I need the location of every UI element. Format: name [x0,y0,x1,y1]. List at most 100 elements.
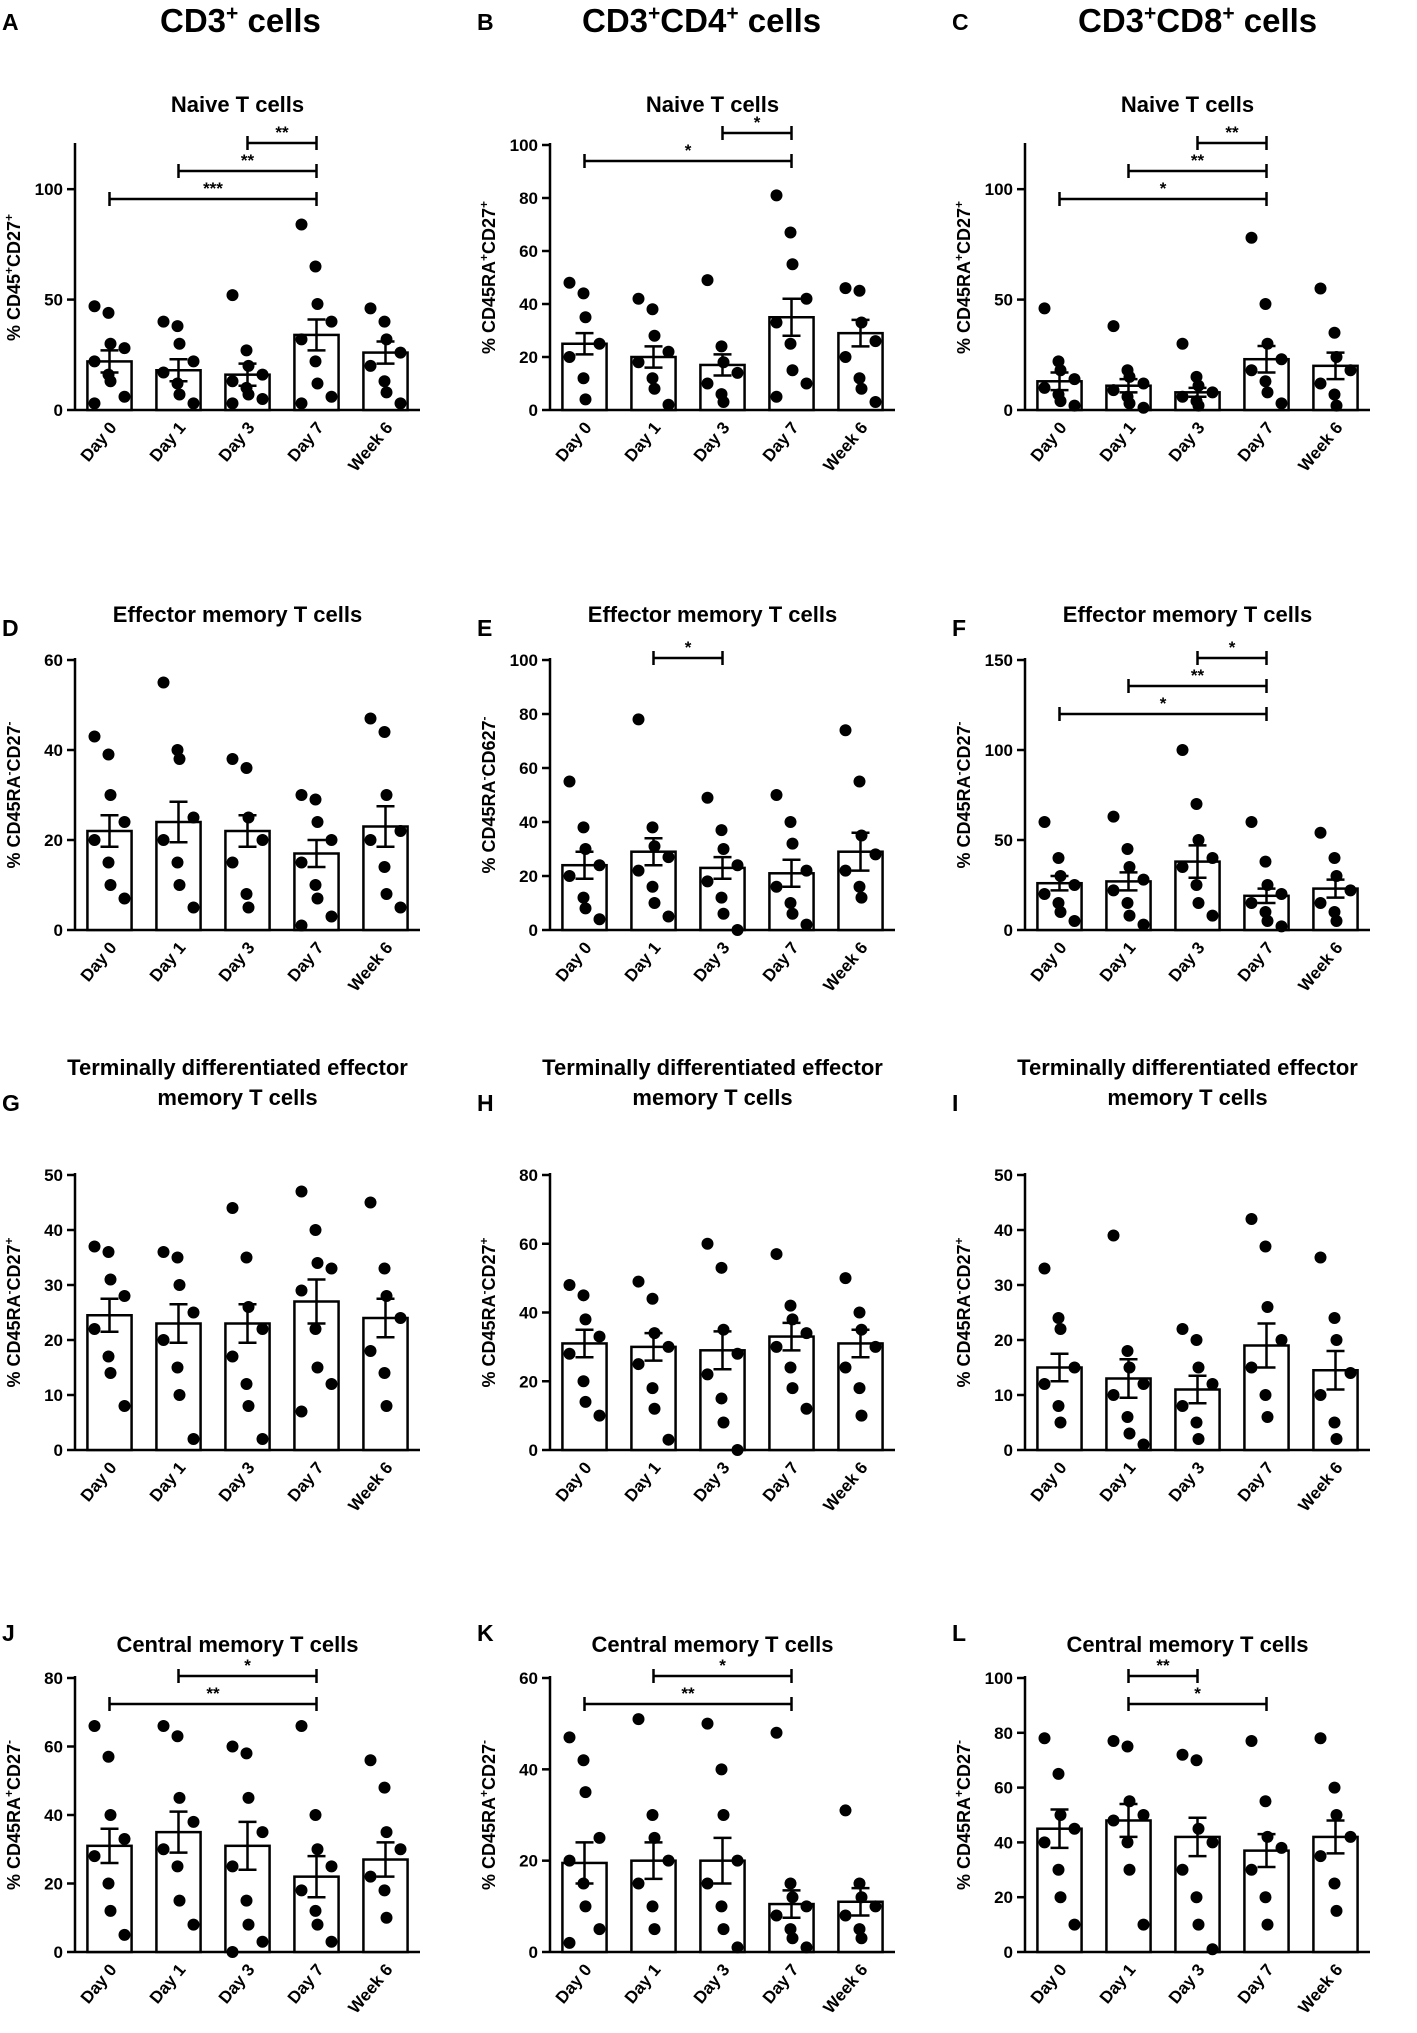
data-point [380,789,393,801]
x-tick-label: Day 3 [690,418,734,465]
y-tick-label: 20 [519,867,538,886]
panel-d-chart: D Effector memory T cells 0 20 40 60 % CD45RA-… [2,602,420,995]
sig-label: * [244,1656,251,1675]
data-point [1190,1416,1203,1429]
data-point [1330,399,1343,412]
data-point [1107,884,1120,897]
data-point [242,1791,255,1804]
data-point [1121,897,1134,909]
data-point [104,337,117,350]
y-tick-label: 80 [994,1724,1013,1743]
data-point [1038,1378,1051,1390]
data-point [593,913,606,926]
data-point [717,1923,730,1936]
sig-label: * [719,1656,726,1675]
data-point [1054,395,1067,408]
data-point [1261,1918,1274,1931]
data-point [1275,353,1288,366]
x-tick-label: Week 6 [345,418,397,475]
data-point [157,1334,170,1346]
y-axis-label: % CD45RA-CD27- [952,721,974,868]
x-tick-label: Day 3 [1165,1458,1209,1505]
sig-label: ** [206,1684,220,1703]
data-point [1344,884,1357,897]
data-point [853,880,866,893]
data-point [855,1409,868,1422]
x-tick-label: Day 3 [1165,938,1209,985]
y-tick-label: 40 [44,741,63,760]
data-point [731,859,744,872]
data-point [1259,855,1272,868]
y-tick-label: 150 [985,651,1013,670]
data-point [1121,843,1134,855]
x-tick-label: Day 0 [552,938,596,985]
x-tick-label: Week 6 [1295,1458,1347,1515]
data-point [839,1909,852,1922]
panel-letter: C [952,9,969,35]
sig-label: * [685,141,692,160]
data-point [717,1323,730,1336]
data-point [648,897,661,909]
data-point [662,910,675,923]
data-point [1054,906,1067,918]
data-point [855,891,868,904]
data-point [311,1361,324,1374]
data-point [1190,1754,1203,1767]
data-point [1314,826,1327,839]
y-tick-label: 60 [44,1738,63,1757]
y-tick-label: 80 [44,1669,63,1688]
data-point [648,1831,661,1844]
panel-letter: K [477,1620,494,1646]
data-point [1259,375,1272,388]
panel-letter: G [2,1090,20,1116]
data-point [577,891,590,904]
panel-letter: F [952,615,966,641]
data-point [1314,1251,1327,1264]
sig-label: * [1160,694,1167,713]
data-point [118,1400,131,1412]
data-point [104,1904,117,1917]
sig-label: * [754,113,761,132]
data-point [380,1290,393,1302]
data-point [869,1340,882,1353]
data-point [800,377,813,390]
data-point [701,1717,714,1730]
data-point [1176,1748,1189,1761]
data-point [1259,1891,1272,1904]
data-point [1261,879,1274,891]
x-tick-label: Day 7 [1234,938,1278,985]
panel-g-chart: G Terminally differentiated effector memor… [2,1055,420,1515]
data-point [1275,1841,1288,1854]
data-point [784,1877,797,1890]
sig-label: ** [1191,151,1205,170]
sig-label: ** [1156,1656,1170,1675]
data-point [378,1781,391,1794]
data-point [579,1786,592,1799]
y-tick-label: 60 [519,759,538,778]
data-point [646,821,659,834]
data-point [770,1340,783,1353]
data-point [309,1224,322,1236]
data-point [563,775,576,788]
data-point [1328,326,1341,339]
data-point [770,189,783,202]
data-point [173,1279,186,1291]
data-point [1330,870,1343,882]
data-point [104,1809,117,1821]
data-point [839,1272,852,1285]
data-point [171,1361,184,1374]
data-point [1259,1240,1272,1253]
data-point [1344,1830,1357,1843]
data-point [1054,1323,1067,1335]
x-tick-label: Day 3 [215,1458,259,1505]
chart-title: Effector memory T cells [113,602,362,627]
y-tick-label: 50 [994,1166,1013,1185]
panel-c-chart: C Naive T cells 0 50 100 % CD45RA+CD27+ Day 0 D… [952,9,1370,475]
y-tick-label: 0 [54,921,63,940]
y-tick-label: 60 [519,242,538,261]
data-point [632,1877,645,1890]
panel-letter: I [952,1090,958,1116]
data-point [632,1275,645,1288]
data-point [1330,1809,1343,1821]
y-axis-label: % CD45RA+CD27+ [477,201,499,354]
